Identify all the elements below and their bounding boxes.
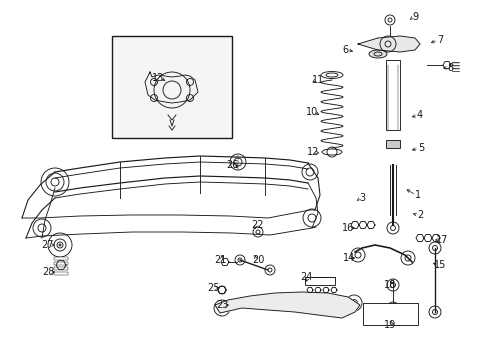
Text: 3: 3 [358, 193, 365, 203]
Bar [385, 140, 399, 148]
Polygon shape [357, 36, 419, 52]
Bar [54, 256, 68, 260]
Bar [305, 277, 334, 285]
Text: 21: 21 [213, 255, 226, 265]
Text: 12: 12 [306, 147, 319, 157]
Text: 8: 8 [446, 63, 452, 73]
Text: 9: 9 [411, 12, 417, 22]
Text: 13: 13 [152, 73, 164, 83]
Bar [54, 261, 68, 265]
Text: 22: 22 [251, 220, 264, 230]
Text: 25: 25 [206, 283, 219, 293]
Text: 15: 15 [433, 260, 445, 270]
Text: 28: 28 [42, 267, 54, 277]
Ellipse shape [368, 50, 386, 58]
Text: 23: 23 [215, 300, 228, 310]
Text: 26: 26 [225, 160, 238, 170]
Text: 10: 10 [305, 107, 318, 117]
Bar [362, 303, 417, 325]
Text: 1: 1 [414, 190, 420, 200]
Text: 6: 6 [341, 45, 347, 55]
Text: 5: 5 [417, 143, 423, 153]
Bar [54, 266, 68, 270]
Text: 4: 4 [416, 110, 422, 120]
Text: 27: 27 [41, 240, 54, 250]
Text: 14: 14 [342, 253, 354, 263]
Polygon shape [215, 292, 359, 318]
Text: 7: 7 [436, 35, 442, 45]
Text: 2: 2 [416, 210, 422, 220]
Text: 19: 19 [383, 320, 395, 330]
Bar [112, 36, 231, 138]
Text: 18: 18 [383, 280, 395, 290]
Text: 17: 17 [435, 235, 447, 245]
Text: 20: 20 [251, 255, 264, 265]
Text: 11: 11 [311, 75, 324, 85]
Text: 16: 16 [341, 223, 353, 233]
Text: 24: 24 [299, 272, 311, 282]
Bar [54, 271, 68, 275]
Bar [385, 60, 399, 130]
